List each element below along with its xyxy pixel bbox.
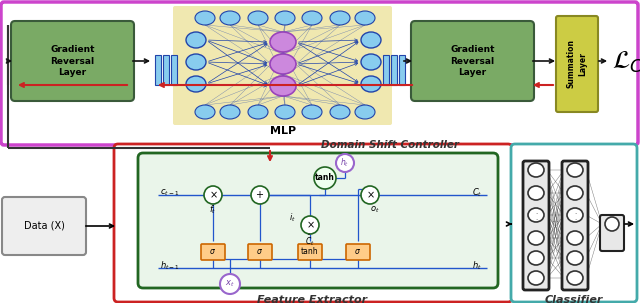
Bar	[399, 55, 405, 85]
Bar	[171, 55, 177, 85]
FancyBboxPatch shape	[562, 161, 588, 290]
Text: Classifier: Classifier	[545, 295, 603, 303]
Text: $\sigma$: $\sigma$	[209, 248, 216, 257]
FancyBboxPatch shape	[201, 244, 225, 260]
Text: Domain Shift Controller: Domain Shift Controller	[321, 140, 459, 150]
Text: Gradient
Reversal
Layer: Gradient Reversal Layer	[451, 45, 495, 77]
Ellipse shape	[275, 11, 295, 25]
Ellipse shape	[330, 105, 350, 119]
Ellipse shape	[528, 163, 544, 177]
Ellipse shape	[248, 105, 268, 119]
Ellipse shape	[248, 11, 268, 25]
Ellipse shape	[330, 11, 350, 25]
Ellipse shape	[270, 32, 296, 52]
Ellipse shape	[195, 11, 215, 25]
Ellipse shape	[567, 163, 583, 177]
Ellipse shape	[302, 11, 322, 25]
Ellipse shape	[567, 186, 583, 200]
FancyBboxPatch shape	[511, 144, 637, 302]
Ellipse shape	[567, 251, 583, 265]
FancyBboxPatch shape	[248, 244, 272, 260]
Text: $i_t$: $i_t$	[289, 212, 296, 224]
Bar	[383, 55, 389, 85]
FancyBboxPatch shape	[346, 244, 370, 260]
Text: $\hat{Y}$: $\hat{Y}$	[638, 215, 640, 234]
Text: Gradient
Reversal
Layer: Gradient Reversal Layer	[51, 45, 95, 77]
Ellipse shape	[605, 217, 619, 231]
FancyBboxPatch shape	[523, 161, 549, 290]
Text: ...: ...	[552, 215, 559, 225]
Ellipse shape	[186, 54, 206, 70]
Text: $\times$: $\times$	[305, 220, 314, 230]
Ellipse shape	[195, 105, 215, 119]
Circle shape	[336, 154, 354, 172]
Ellipse shape	[567, 231, 583, 245]
Text: $c_{t-1}$: $c_{t-1}$	[160, 188, 179, 198]
Ellipse shape	[186, 32, 206, 48]
Text: ·
·
·: · · ·	[535, 205, 537, 223]
FancyBboxPatch shape	[138, 153, 498, 288]
Ellipse shape	[361, 54, 381, 70]
Text: Data (X): Data (X)	[24, 221, 65, 231]
Ellipse shape	[528, 231, 544, 245]
Text: $+$: $+$	[255, 189, 264, 201]
Bar	[391, 55, 397, 85]
Text: $h_t$: $h_t$	[340, 157, 349, 169]
Circle shape	[204, 186, 222, 204]
Ellipse shape	[355, 105, 375, 119]
Ellipse shape	[270, 76, 296, 96]
Text: ·
·
·: · · ·	[574, 205, 576, 223]
Text: $\times$: $\times$	[365, 190, 374, 200]
Text: $\sigma$: $\sigma$	[257, 248, 264, 257]
Text: $\hat{C}_t$: $\hat{C}_t$	[305, 232, 315, 248]
Ellipse shape	[528, 251, 544, 265]
Text: $\mathcal{L}_C$: $\mathcal{L}_C$	[612, 49, 640, 75]
FancyBboxPatch shape	[173, 6, 392, 125]
Circle shape	[301, 216, 319, 234]
Ellipse shape	[528, 208, 544, 222]
Text: $\sigma$: $\sigma$	[355, 248, 362, 257]
FancyBboxPatch shape	[11, 21, 134, 101]
Ellipse shape	[567, 208, 583, 222]
Ellipse shape	[220, 105, 240, 119]
Circle shape	[314, 167, 336, 189]
Circle shape	[251, 186, 269, 204]
Text: Feature Extractor: Feature Extractor	[257, 295, 367, 303]
Ellipse shape	[528, 271, 544, 285]
Ellipse shape	[361, 76, 381, 92]
Text: $\times$: $\times$	[209, 190, 218, 200]
FancyBboxPatch shape	[1, 2, 638, 145]
Text: MLP: MLP	[270, 126, 296, 136]
Ellipse shape	[567, 271, 583, 285]
Ellipse shape	[220, 11, 240, 25]
Text: tanh: tanh	[301, 248, 319, 257]
FancyBboxPatch shape	[600, 215, 624, 251]
FancyBboxPatch shape	[411, 21, 534, 101]
Text: $h_t$: $h_t$	[472, 260, 482, 272]
Ellipse shape	[186, 76, 206, 92]
FancyBboxPatch shape	[298, 244, 322, 260]
Ellipse shape	[361, 32, 381, 48]
Ellipse shape	[355, 11, 375, 25]
FancyBboxPatch shape	[2, 197, 86, 255]
Circle shape	[361, 186, 379, 204]
Ellipse shape	[302, 105, 322, 119]
Circle shape	[220, 274, 240, 294]
Text: tanh: tanh	[315, 174, 335, 182]
FancyBboxPatch shape	[114, 144, 512, 302]
Ellipse shape	[528, 186, 544, 200]
Text: $o_t$: $o_t$	[370, 205, 380, 215]
Text: Summation
Layer: Summation Layer	[566, 39, 588, 88]
Text: $h_{t-1}$: $h_{t-1}$	[160, 260, 180, 272]
Text: $f_t$: $f_t$	[209, 204, 217, 216]
Text: $C_t$: $C_t$	[472, 187, 482, 199]
Bar	[163, 55, 169, 85]
Bar	[155, 55, 161, 85]
Ellipse shape	[270, 54, 296, 74]
Text: $x_t$: $x_t$	[225, 279, 235, 289]
FancyBboxPatch shape	[556, 16, 598, 112]
Ellipse shape	[275, 105, 295, 119]
